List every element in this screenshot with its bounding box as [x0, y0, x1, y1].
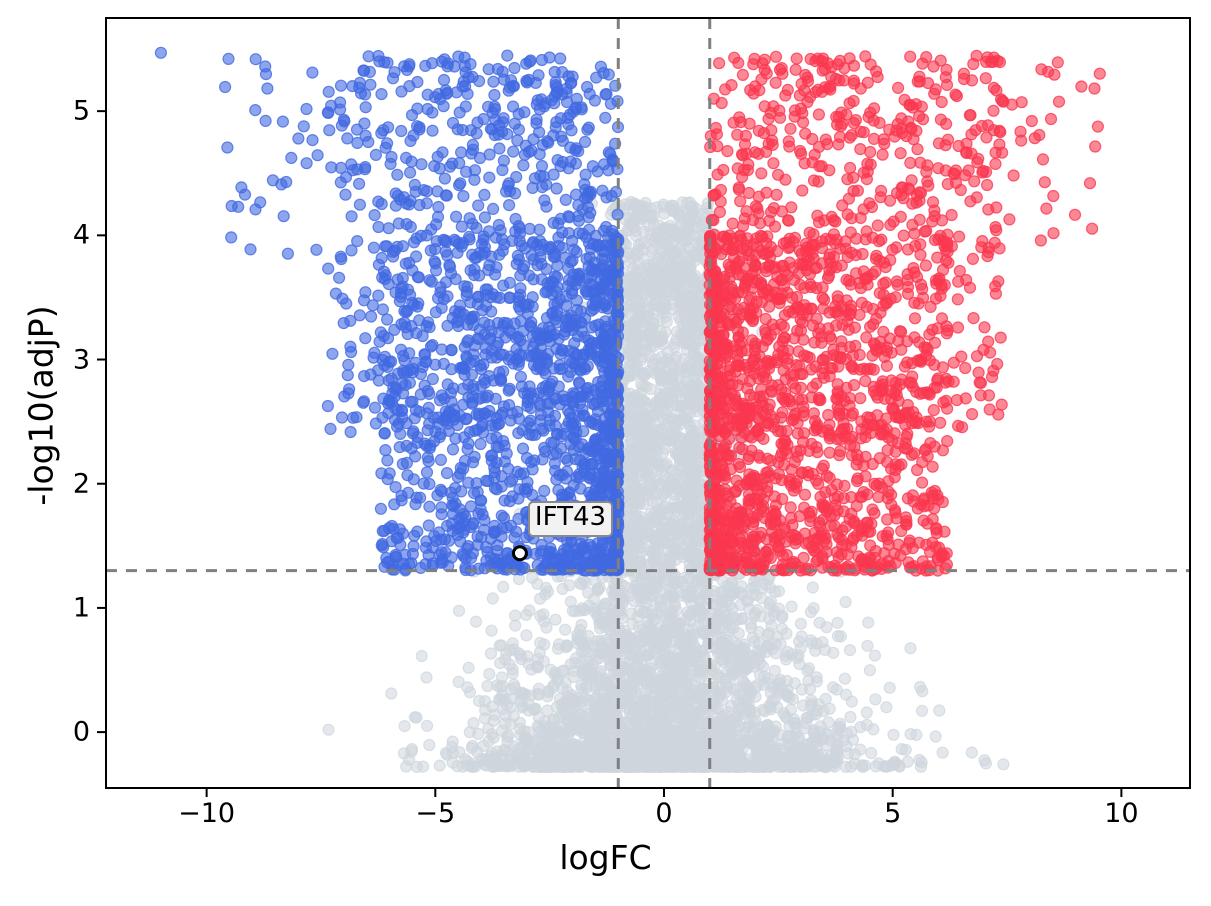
axis-tick-marks [97, 110, 1123, 797]
annotation-marker [511, 545, 528, 562]
scatter-series-down-regulated [154, 46, 625, 577]
y-tick-label: 0 [72, 716, 90, 748]
y-tick-label: 4 [72, 219, 90, 251]
x-axis-label: logFC [559, 838, 652, 877]
x-tick-label: −10 [178, 798, 236, 829]
x-tick-label: 0 [655, 798, 673, 829]
scatter-series-up-regulated [703, 49, 1106, 577]
annotated-point-marker [511, 545, 528, 562]
x-tick-label: 5 [884, 798, 902, 829]
gene-annotation-label: IFT43 [527, 501, 614, 537]
y-tick-label: 5 [72, 95, 90, 127]
y-tick-label: 3 [72, 344, 90, 376]
y-tick-label: 2 [72, 468, 90, 500]
y-axis-label: -log10(adjP) [21, 305, 61, 506]
x-tick-label: 10 [1104, 798, 1139, 829]
y-tick-label: 1 [72, 592, 90, 624]
threshold-lines [106, 18, 1190, 788]
x-tick-label: −5 [415, 798, 456, 829]
axes-frame [105, 17, 1191, 789]
